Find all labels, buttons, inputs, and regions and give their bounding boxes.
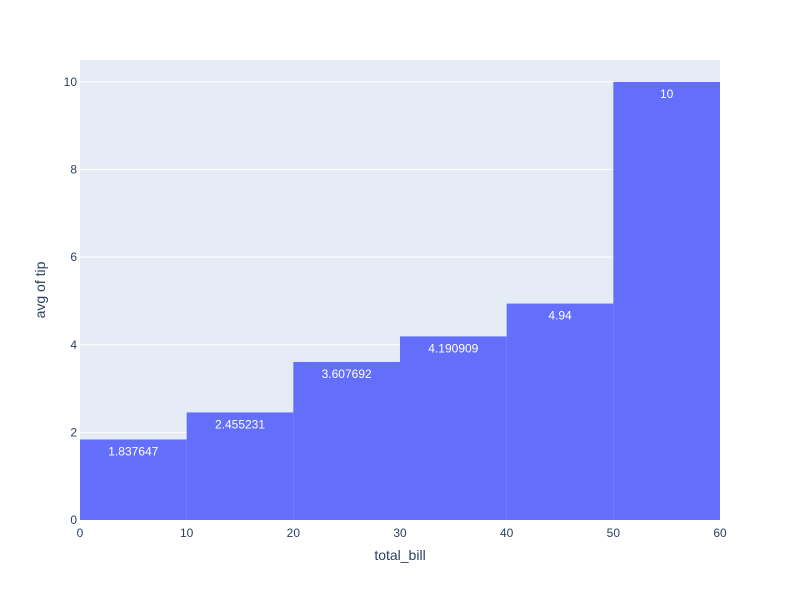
bars [80,81,720,521]
y-tick-label-4: 4 [70,338,77,352]
data-labels: 1.837647 2.455231 3.607692 4.190909 4.94 10 [108,87,673,459]
y-tick-label-2: 2 [70,425,77,439]
y-axis-title: avg of tip [32,261,48,318]
y-tick-label-6: 6 [70,250,77,264]
x-axis-title: total_bill [374,547,425,563]
data-label-4: 4.190909 [428,341,478,355]
bar-4 [400,336,507,520]
data-label-2: 2.455231 [215,417,265,431]
x-tick-label-30: 30 [393,526,407,540]
x-tick-label-20: 20 [287,526,301,540]
bar-6 [613,81,720,521]
data-label-3: 3.607692 [322,367,372,381]
data-label-5: 4.94 [548,309,572,323]
x-axis-ticks: 0 10 20 30 40 50 60 [77,526,727,540]
data-label-1: 1.837647 [108,444,158,458]
y-tick-label-8: 8 [70,163,77,177]
y-tick-label-0: 0 [70,513,77,527]
bar-1 [80,439,187,520]
data-label-6: 10 [660,87,674,101]
bar-2 [186,412,294,520]
x-tick-label-50: 50 [607,526,621,540]
y-tick-label-10: 10 [64,75,78,89]
bar-5 [506,303,614,520]
x-tick-label-60: 60 [713,526,727,540]
x-tick-label-40: 40 [500,526,514,540]
y-axis-ticks: 0 2 4 6 8 10 [64,75,78,527]
x-tick-label-10: 10 [180,526,194,540]
bar-3 [293,361,400,520]
x-tick-label-0: 0 [77,526,84,540]
